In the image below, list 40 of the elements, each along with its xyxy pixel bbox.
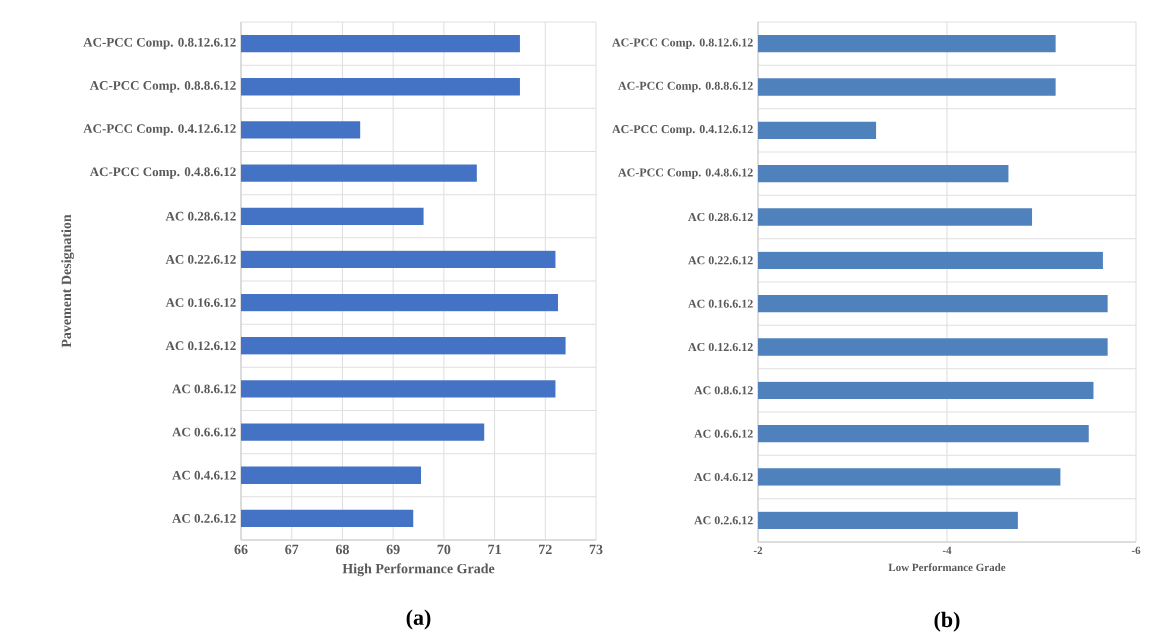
y-tick-label: AC 0.12.6.12 [165, 341, 236, 351]
x-tick-label: -4 [942, 546, 952, 554]
y-tick-label: AC-PCC Comp. 0.4.8.6.12 [89, 167, 236, 179]
x-tick-label: -2 [753, 546, 763, 554]
x-tick-label: 72 [539, 544, 552, 554]
y-tick-label: AC 0.6.6.12 [172, 427, 236, 437]
text: (a) [406, 609, 431, 630]
y-tick-label: AC 0.12.6.12 [688, 342, 753, 352]
y-tick-label: AC 0.6.6.12 [694, 429, 753, 438]
y-tick-label: AC 0.28.6.12 [165, 211, 236, 221]
y-tick-label: AC 0.8.6.12 [172, 384, 236, 394]
y-tick-label: AC 0.8.6.12 [694, 386, 753, 395]
y-tick-label: AC-PCC Comp. 0.4.12.6.12 [612, 125, 753, 136]
y-tick-label: AC 0.16.6.12 [688, 299, 753, 308]
y-tick-label: AC 0.28.6.12 [688, 212, 753, 222]
y-tick-label: AC-PCC Comp. 0.4.8.6.12 [618, 168, 753, 179]
y-tick-label: AC 0.16.6.12 [165, 298, 236, 307]
y-tick-label: AC 0.2.6.12 [694, 516, 753, 525]
x-tick-label: 66 [234, 544, 248, 555]
y-tick-label: AC 0.22.6.12 [165, 254, 236, 264]
y-tick-label: AC 0.4.6.12 [694, 472, 753, 482]
y-tick-label: AC 0.22.6.12 [688, 256, 753, 265]
x-axis-title: Low Performance Grade [888, 563, 1006, 572]
x-tick-label: 71 [488, 544, 501, 554]
y-axis-title: Pavement Designation [61, 214, 75, 348]
y-tick-label: AC-PCC Comp. 0.8.8.6.12 [618, 81, 753, 93]
x-tick-label: 68 [335, 544, 349, 555]
y-tick-label: AC-PCC Comp. 0.8.12.6.12 [612, 38, 753, 49]
x-tick-label: 70 [437, 544, 451, 555]
y-tick-label: AC 0.4.6.12 [172, 470, 236, 480]
x-axis-title: High Performance Grade [342, 563, 495, 577]
x-tick-label: 69 [386, 544, 400, 555]
text: (b) [934, 611, 960, 632]
y-tick-label: AC-PCC Comp. 0.4.12.6.12 [83, 124, 236, 136]
x-tick-label: 67 [285, 544, 299, 555]
x-tick-label: 73 [589, 544, 603, 555]
x-tick-label: -6 [1131, 546, 1141, 555]
y-tick-label: AC 0.2.6.12 [172, 513, 236, 523]
y-tick-label: AC-PCC Comp. 0.8.8.6.12 [89, 81, 236, 93]
y-tick-label: AC-PCC Comp. 0.8.12.6.12 [83, 37, 236, 50]
